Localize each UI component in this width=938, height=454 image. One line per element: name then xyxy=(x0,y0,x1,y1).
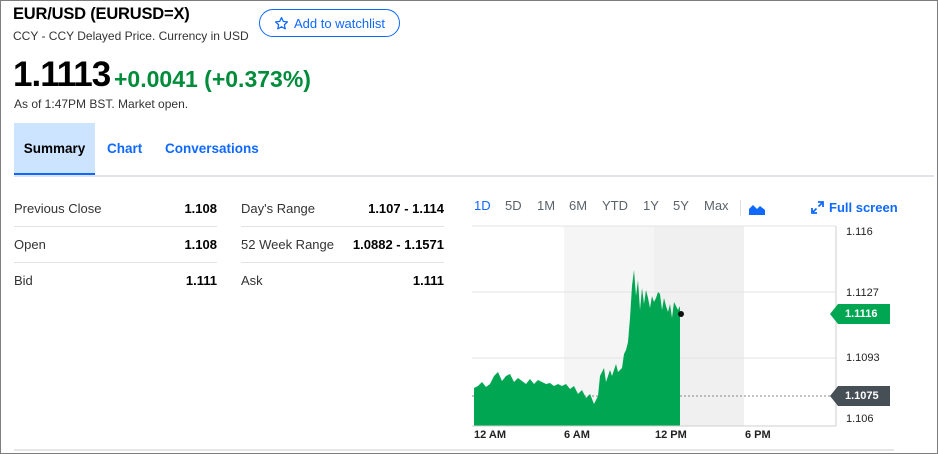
fullscreen-button[interactable]: Full screen xyxy=(811,200,898,215)
watchlist-label: Add to watchlist xyxy=(293,15,386,31)
price-change: +0.0041 (+0.373%) xyxy=(114,66,311,92)
stat-value: 1.107 - 1.114 xyxy=(368,200,444,216)
x-tick-label: 6 PM xyxy=(745,429,771,441)
page-subtitle: CCY - CCY Delayed Price. Currency in USD xyxy=(13,29,249,43)
y-tick-label: 1.1127 xyxy=(846,287,879,299)
stat-value: 1.0882 - 1.1571 xyxy=(352,236,444,252)
range-max[interactable]: Max xyxy=(704,198,729,213)
area-chart-icon[interactable] xyxy=(749,203,765,215)
stat-label: Day's Range xyxy=(241,200,316,216)
y-tick-label: 1.116 xyxy=(846,226,873,238)
x-tick-label: 12 PM xyxy=(655,429,687,441)
section-divider xyxy=(14,449,894,451)
current-point xyxy=(678,311,684,317)
price-area xyxy=(474,270,680,426)
stat-row-bid: Bid 1.111 xyxy=(14,262,217,298)
tabs-divider xyxy=(14,175,934,177)
stat-label: 52 Week Range xyxy=(241,236,334,252)
range-divider xyxy=(740,200,741,216)
range-ytd[interactable]: YTD xyxy=(602,198,628,213)
stat-value: 1.111 xyxy=(412,272,444,288)
price-chart[interactable] xyxy=(472,225,838,428)
tab-conversations[interactable]: Conversations xyxy=(165,141,259,156)
y-tick-label: 1.1093 xyxy=(846,352,880,364)
stat-row-previous-close: Previous Close 1.108 xyxy=(14,190,217,227)
fullscreen-label: Full screen xyxy=(829,200,898,215)
x-tick-label: 12 AM xyxy=(474,429,506,441)
expand-icon xyxy=(811,201,824,214)
range-1y[interactable]: 1Y xyxy=(643,198,659,213)
stat-value: 1.108 xyxy=(184,236,217,252)
stat-value: 1.108 xyxy=(184,200,217,216)
previous-close-tag: 1.1075 xyxy=(830,386,890,406)
stat-row-52-week-range: 52 Week Range 1.0882 - 1.1571 xyxy=(241,226,444,263)
tab-chart[interactable]: Chart xyxy=(107,141,143,156)
range-5d[interactable]: 5D xyxy=(505,198,522,213)
range-1d[interactable]: 1D xyxy=(474,198,491,213)
add-to-watchlist-button[interactable]: Add to watchlist xyxy=(259,9,400,37)
current-price: 1.1113 xyxy=(13,55,111,94)
current-price-tag: 1.1116 xyxy=(830,304,890,324)
stat-label: Open xyxy=(14,236,46,252)
x-tick-label: 6 AM xyxy=(564,429,590,441)
stat-value: 1.111 xyxy=(185,272,217,288)
stat-row-days-range: Day's Range 1.107 - 1.114 xyxy=(241,190,444,227)
tab-summary[interactable]: Summary xyxy=(14,123,95,176)
stat-label: Ask xyxy=(241,272,263,288)
page-title: EUR/USD (EURUSD=X) xyxy=(13,5,190,23)
stat-row-open: Open 1.108 xyxy=(14,226,217,263)
quote-timestamp: As of 1:47PM BST. Market open. xyxy=(14,97,189,111)
stat-label: Previous Close xyxy=(14,200,102,216)
stat-row-ask: Ask 1.111 xyxy=(241,262,444,298)
star-icon xyxy=(274,16,289,29)
range-1m[interactable]: 1M xyxy=(537,198,556,213)
range-6m[interactable]: 6M xyxy=(569,198,588,213)
y-tick-label: 1.106 xyxy=(846,413,874,425)
stat-label: Bid xyxy=(14,272,33,288)
range-5y[interactable]: 5Y xyxy=(673,198,689,213)
